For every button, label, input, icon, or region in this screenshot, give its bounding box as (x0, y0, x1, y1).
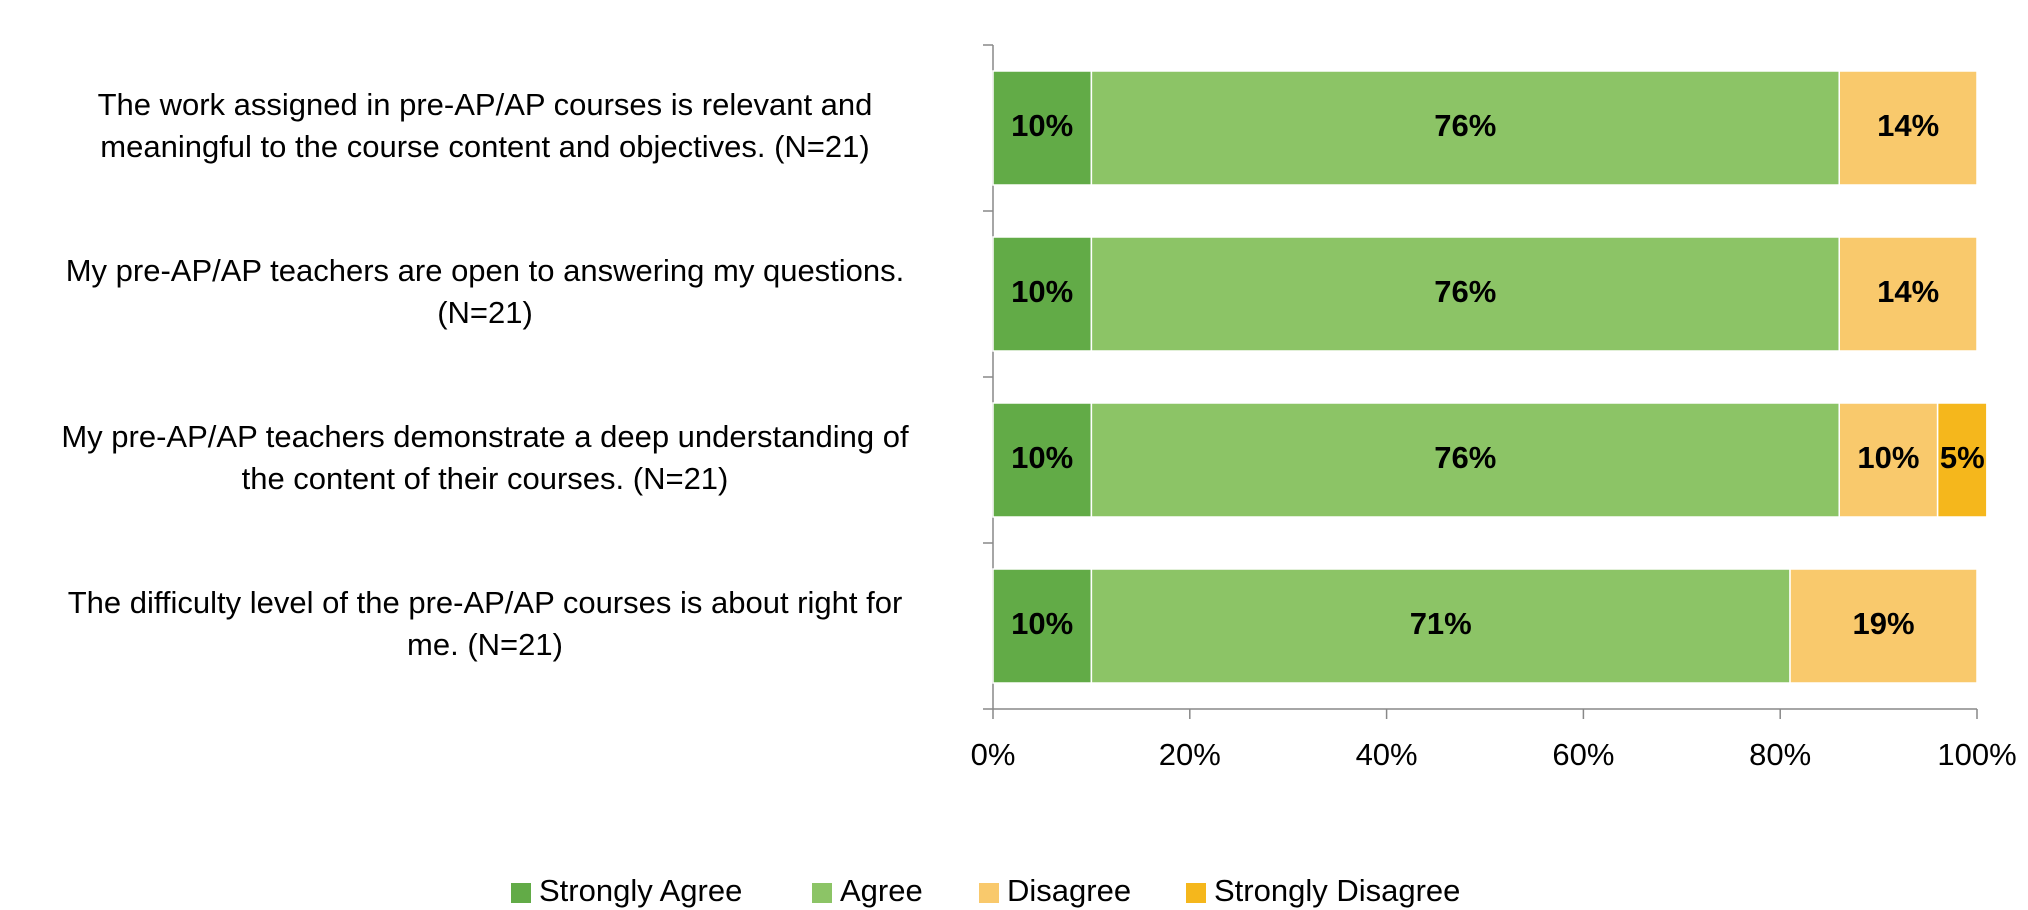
category-label: The difficulty level of the pre-AP/AP co… (68, 585, 903, 620)
data-label: 76% (1434, 274, 1496, 309)
data-label: 10% (1857, 440, 1919, 475)
x-tick-label: 80% (1749, 737, 1811, 772)
data-label: 76% (1434, 440, 1496, 475)
bar-segment (1090, 236, 1840, 352)
bar-segment (1936, 402, 1988, 518)
category-label: the content of their courses. (N=21) (242, 461, 729, 496)
category-label: (N=21) (437, 295, 533, 330)
bar-segment (992, 402, 1093, 518)
bar-segment (992, 70, 1093, 186)
legend-label: Strongly Disagree (1214, 873, 1460, 908)
data-label: 5% (1940, 440, 1985, 475)
data-label: 10% (1011, 108, 1073, 143)
legend-swatch (1186, 883, 1206, 903)
data-label: 10% (1011, 606, 1073, 641)
legend-label: Disagree (1007, 873, 1131, 908)
x-tick-label: 40% (1356, 737, 1418, 772)
bar-segment (1838, 70, 1978, 186)
bar-segment (1090, 568, 1791, 684)
legend-swatch (812, 883, 832, 903)
legend-swatch (511, 883, 531, 903)
data-label: 19% (1852, 606, 1914, 641)
data-label: 76% (1434, 108, 1496, 143)
data-label: 10% (1011, 274, 1073, 309)
category-label: My pre-AP/AP teachers are open to answer… (66, 253, 905, 288)
legend-swatch (979, 883, 999, 903)
bar-segment (992, 236, 1093, 352)
x-tick-label: 100% (1937, 737, 2016, 772)
bar-segment (1838, 402, 1939, 518)
legend-label: Agree (840, 873, 923, 908)
x-tick-label: 0% (971, 737, 1016, 772)
data-label: 14% (1877, 274, 1939, 309)
legend-label: Strongly Agree (539, 873, 742, 908)
data-label: 71% (1410, 606, 1472, 641)
bar-segment (1090, 70, 1840, 186)
category-label: meaningful to the course content and obj… (100, 129, 869, 164)
x-tick-label: 20% (1159, 737, 1221, 772)
bar-segment (992, 568, 1093, 684)
bar-segment (1789, 568, 1978, 684)
category-label: me. (N=21) (407, 627, 563, 662)
data-label: 14% (1877, 108, 1939, 143)
x-tick-label: 60% (1552, 737, 1614, 772)
category-label: The work assigned in pre-AP/AP courses i… (98, 87, 873, 122)
category-label: My pre-AP/AP teachers demonstrate a deep… (61, 419, 909, 454)
data-label: 10% (1011, 440, 1073, 475)
bar-segment (1838, 236, 1978, 352)
